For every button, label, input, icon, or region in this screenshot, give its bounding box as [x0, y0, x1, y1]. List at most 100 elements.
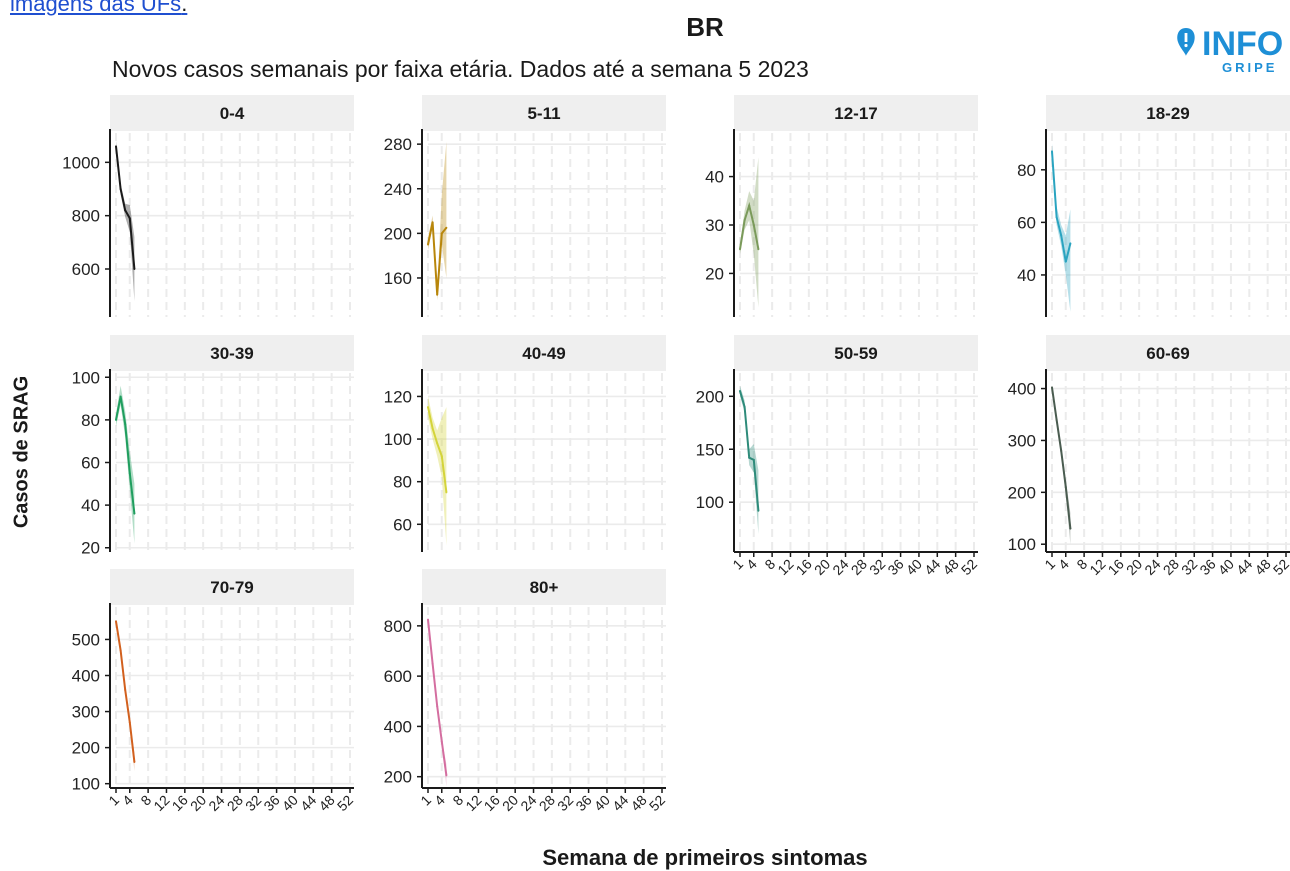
data-point [436, 442, 439, 445]
x-tick-label: 52 [334, 792, 356, 814]
data-point [1069, 242, 1072, 245]
data-point [119, 188, 122, 190]
data-point [440, 232, 443, 235]
data-point [119, 649, 122, 652]
y-tick-label: 30 [705, 216, 724, 235]
facet-strip-label: 18-29 [1146, 104, 1189, 123]
data-point [752, 224, 755, 226]
data-point [752, 458, 755, 461]
y-tick-label: 80 [1017, 161, 1036, 180]
y-tick-label: 150 [696, 440, 724, 459]
facet-strip [110, 569, 354, 605]
data-point [1064, 486, 1067, 489]
confidence-band [428, 141, 447, 301]
y-tick-label: 100 [384, 430, 412, 449]
facet-strip [1046, 95, 1290, 131]
confidence-band [428, 396, 447, 546]
data-point [1051, 150, 1053, 153]
state-images-link-text[interactable]: imagens das UFs [10, 0, 182, 16]
y-tick-label: 120 [384, 387, 412, 406]
y-tick-label: 60 [1017, 213, 1036, 232]
data-point [119, 395, 122, 398]
data-point [743, 405, 746, 408]
facet-strip [734, 335, 978, 371]
x-tick-label: 4 [431, 792, 448, 809]
x-tick-label: 52 [646, 792, 668, 814]
data-point [133, 268, 136, 270]
facet-strip [422, 569, 666, 605]
data-point [115, 620, 117, 623]
y-tick-label: 1000 [62, 153, 100, 172]
y-tick-label: 400 [1008, 380, 1036, 399]
confidence-band [116, 385, 135, 544]
y-tick-label: 20 [81, 539, 100, 558]
facet-strip [110, 335, 354, 371]
x-tick-label: 4 [743, 556, 760, 573]
facet-panel-18-29: 18-29 40 60 80 [1017, 95, 1290, 317]
facet-strip-label: 50-59 [834, 344, 877, 363]
data-point [1060, 234, 1063, 237]
infogripe-logo: INFO GRIPE [1177, 25, 1283, 75]
data-point [1060, 449, 1063, 452]
y-tick-label: 280 [384, 135, 412, 154]
x-tick-label: 1 [729, 556, 746, 573]
data-point [128, 472, 131, 475]
facet-strip-label: 40-49 [522, 344, 565, 363]
y-tick-label: 800 [384, 617, 412, 636]
y-tick-label: 40 [1017, 266, 1036, 285]
data-point [440, 455, 443, 458]
facet-strip [422, 335, 666, 371]
facet-panel-30-39: 30-39 20 40 60 80 100 [72, 335, 354, 558]
y-tick-label: 600 [72, 260, 100, 279]
data-point [743, 219, 746, 222]
data-point [431, 662, 434, 665]
y-tick-label: 600 [384, 667, 412, 686]
data-point [431, 221, 434, 224]
x-axis-label: Semana de primeiros sintomas [542, 845, 868, 870]
x-tick-label: 1 [417, 792, 434, 809]
y-tick-label: 400 [384, 717, 412, 736]
facet-panel-0-4: 0-4 600 800 1000 [62, 95, 354, 317]
data-point [124, 688, 127, 691]
x-tick-label: 52 [1270, 556, 1290, 578]
data-point [739, 390, 741, 393]
logo-subword: GRIPE [1222, 60, 1277, 75]
y-tick-label: 40 [705, 168, 724, 187]
y-tick-label: 80 [393, 473, 412, 492]
y-tick-label: 200 [72, 739, 100, 758]
y-tick-label: 300 [1008, 431, 1036, 450]
y-tick-label: 200 [1008, 483, 1036, 502]
data-point [1055, 216, 1058, 219]
y-tick-label: 160 [384, 269, 412, 288]
state-images-link[interactable]: imagens das UFs. [10, 0, 187, 17]
facet-panel-5-11: 5-11 160 200 240 280 [384, 95, 666, 317]
y-tick-label: 240 [384, 180, 412, 199]
series-line [427, 619, 448, 776]
y-tick-label: 800 [72, 207, 100, 226]
series-line [1051, 387, 1072, 529]
data-point [124, 209, 127, 212]
data-point [445, 491, 448, 494]
y-tick-label: 300 [72, 703, 100, 722]
y-tick-label: 20 [705, 264, 724, 283]
y-tick-label: 200 [696, 387, 724, 406]
y-tick-label: 200 [384, 768, 412, 787]
x-tick-label: 52 [958, 556, 980, 578]
data-point [128, 217, 131, 220]
confidence-band [1052, 143, 1071, 312]
facet-strip [422, 95, 666, 131]
data-point [115, 145, 117, 148]
chart-title: BR [686, 12, 724, 42]
facet-strip-label: 30-39 [210, 344, 253, 363]
y-tick-label: 80 [81, 411, 100, 430]
facet-strip [1046, 335, 1290, 371]
y-tick-label: 100 [72, 368, 100, 387]
data-point [440, 740, 443, 743]
confidence-band [740, 385, 759, 534]
facet-strip [110, 95, 354, 131]
